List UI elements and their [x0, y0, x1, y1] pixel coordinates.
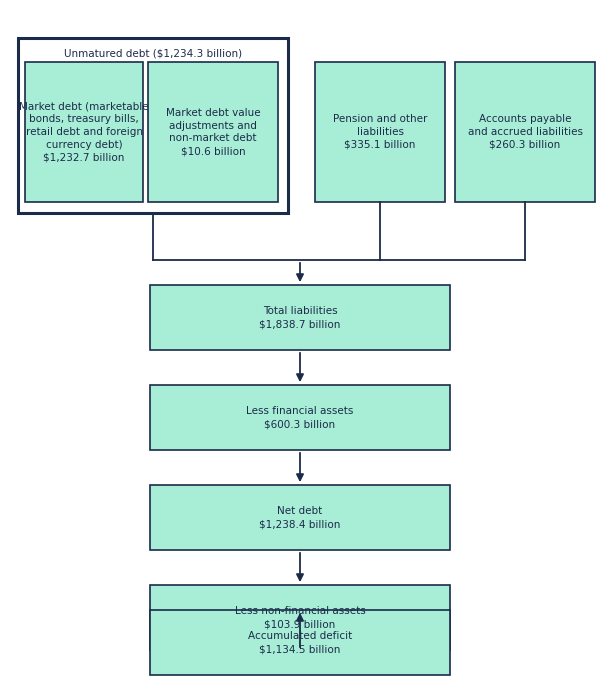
Text: Pension and other
liabilities
$335.1 billion: Pension and other liabilities $335.1 bil…: [333, 114, 427, 150]
Text: Market debt value
adjustments and
non-market debt
$10.6 billion: Market debt value adjustments and non-ma…: [166, 108, 260, 156]
Text: Market debt (marketable
bonds, treasury bills,
retail debt and foreign
currency : Market debt (marketable bonds, treasury …: [19, 101, 149, 163]
Bar: [150, 610, 450, 675]
Bar: [25, 62, 143, 202]
Text: Unmatured debt ($1,234.3 billion): Unmatured debt ($1,234.3 billion): [64, 49, 242, 59]
Bar: [150, 385, 450, 450]
Bar: [150, 585, 450, 650]
Text: Accumulated deficit
$1,134.5 billion: Accumulated deficit $1,134.5 billion: [248, 631, 352, 654]
Bar: [18, 38, 288, 213]
Text: Net debt
$1,238.4 billion: Net debt $1,238.4 billion: [259, 506, 341, 529]
Bar: [150, 485, 450, 550]
Bar: [148, 62, 278, 202]
Text: Less financial assets
$600.3 billion: Less financial assets $600.3 billion: [246, 406, 354, 429]
Text: Less non-financial assets
$103.9 billion: Less non-financial assets $103.9 billion: [234, 606, 365, 629]
Text: Accounts payable
and accrued liabilities
$260.3 billion: Accounts payable and accrued liabilities…: [468, 114, 583, 150]
Bar: [315, 62, 445, 202]
Text: Total liabilities
$1,838.7 billion: Total liabilities $1,838.7 billion: [259, 306, 341, 329]
Bar: [455, 62, 595, 202]
Bar: [150, 285, 450, 350]
